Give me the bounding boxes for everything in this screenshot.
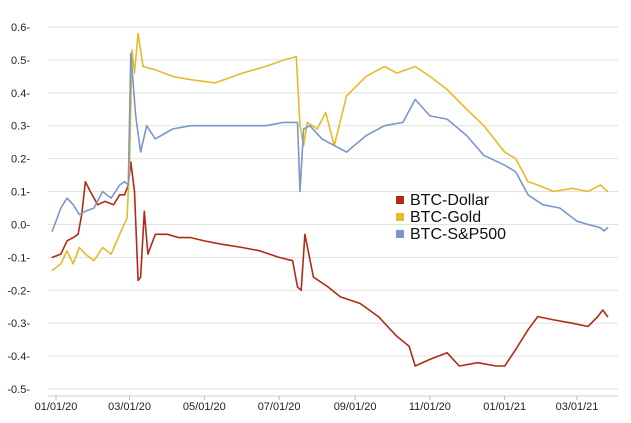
series-line-btc-gold	[51, 32, 609, 272]
y-tick-label: -0.5-	[7, 384, 30, 396]
legend-swatch	[396, 213, 404, 221]
y-tick-label: 0.3-	[11, 121, 30, 133]
series-line-btc-dollar	[51, 161, 609, 367]
legend-swatch	[396, 230, 404, 238]
x-tick-label: 05/01/20	[183, 401, 226, 413]
y-tick-label: 0.1-	[11, 187, 30, 199]
x-tick-label: 07/01/20	[258, 401, 301, 413]
x-axis-ticks: 01/01/20 03/01/20 05/01/20 07/01/20 09/01/20…	[35, 396, 599, 413]
y-tick-label: 0.5-	[11, 55, 30, 67]
y-tick-label: -0.3-	[7, 318, 30, 330]
y-tick-label: 0.0-	[11, 219, 30, 231]
legend-label: BTC-Gold	[410, 209, 481, 226]
y-tick-label: 0.6-	[11, 22, 30, 34]
x-tick-label: 03/01/20	[108, 401, 151, 413]
series-line-btc-s-p500	[51, 52, 609, 232]
x-tick-label: 01/01/20	[35, 401, 78, 413]
y-tick-label: -0.4-	[7, 351, 30, 363]
x-tick-label: 09/01/20	[334, 401, 377, 413]
series-lines	[51, 32, 609, 367]
x-tick-label: 11/01/20	[409, 401, 451, 413]
y-tick-label: 0.2-	[11, 154, 30, 166]
y-tick-label: -0.2-	[7, 285, 30, 297]
y-axis-ticks: 0.6- 0.5- 0.4- 0.3- 0.2- 0.1- 0.0- -0.1- -0.2- -0…	[7, 22, 30, 396]
legend-swatch	[396, 196, 404, 204]
legend-label: BTC-Dollar	[410, 192, 490, 209]
y-tick-label: -0.1-	[7, 252, 30, 264]
legend-label: BTC-S&P500	[410, 226, 506, 243]
x-tick-label: 03/01/21	[556, 401, 599, 413]
y-tick-label: 0.4-	[11, 88, 30, 100]
x-tick-label: 01/01/21	[483, 401, 526, 413]
